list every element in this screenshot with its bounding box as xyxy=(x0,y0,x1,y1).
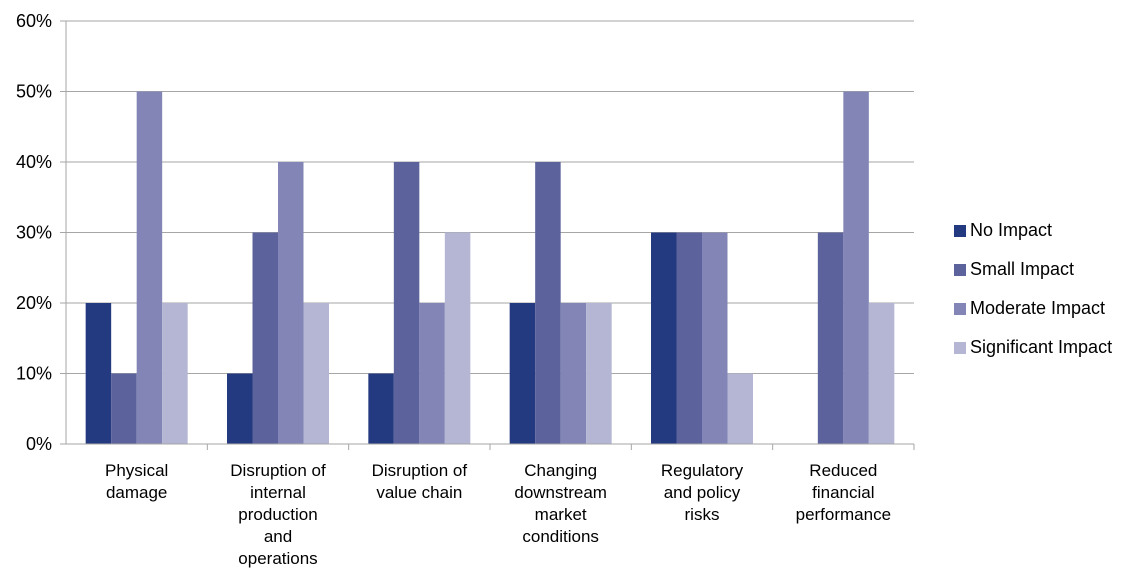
x-category-label: and policy xyxy=(664,483,741,502)
bar xyxy=(817,232,844,444)
x-category-label: internal xyxy=(250,483,306,502)
x-category-label: production xyxy=(238,505,317,524)
legend: No Impact Small Impact Moderate Impact Sign… xyxy=(954,220,1112,357)
x-category-label: Changing xyxy=(524,461,597,480)
x-category-label: Disruption of xyxy=(230,461,326,480)
bar xyxy=(111,373,137,444)
bar xyxy=(727,373,753,444)
bar xyxy=(252,232,278,444)
bar xyxy=(702,232,728,444)
x-category-label: Reduced xyxy=(809,461,877,480)
y-axis-tick-labels: 0% 10% 20% 30% 40% 50% 60% xyxy=(16,11,52,454)
x-category-label: Disruption of xyxy=(372,461,468,480)
legend-label: Moderate Impact xyxy=(970,298,1105,318)
y-tick-label: 0% xyxy=(26,434,52,454)
legend-swatch xyxy=(954,342,966,354)
x-category-label: operations xyxy=(238,549,317,568)
x-category-label: downstream xyxy=(514,483,607,502)
bar xyxy=(676,232,702,444)
axes xyxy=(60,20,915,450)
y-tick-label: 60% xyxy=(16,11,52,31)
bar xyxy=(162,303,188,444)
x-category-label: performance xyxy=(796,505,891,524)
x-category-label: value chain xyxy=(376,483,462,502)
bar xyxy=(278,162,304,444)
bar xyxy=(535,162,561,444)
bar xyxy=(586,303,612,444)
legend-label: Small Impact xyxy=(970,259,1074,279)
legend-swatch xyxy=(954,303,966,315)
x-category-label: damage xyxy=(106,483,167,502)
x-category-label: risks xyxy=(685,505,720,524)
bar xyxy=(136,91,163,444)
y-tick-label: 40% xyxy=(16,152,52,172)
x-category-label: Regulatory xyxy=(661,461,744,480)
bar xyxy=(419,303,445,444)
x-category-label: financial xyxy=(812,483,874,502)
y-tick-label: 50% xyxy=(16,82,52,102)
bar xyxy=(303,303,329,444)
legend-label: No Impact xyxy=(970,220,1052,240)
x-axis-category-labels: Physical damage Disruption of internal produ… xyxy=(105,461,891,568)
x-category-label: conditions xyxy=(522,527,599,546)
bar xyxy=(509,303,536,444)
bar xyxy=(651,232,677,444)
bar xyxy=(393,162,420,444)
bars xyxy=(85,91,895,444)
x-category-label: Physical xyxy=(105,461,168,480)
bar xyxy=(227,373,253,444)
bar xyxy=(85,303,112,444)
legend-swatch xyxy=(954,264,966,276)
x-category-label: and xyxy=(264,527,292,546)
bar xyxy=(868,303,895,444)
legend-swatch xyxy=(954,225,966,237)
legend-label: Significant Impact xyxy=(970,337,1112,357)
bar xyxy=(368,373,394,444)
y-tick-label: 30% xyxy=(16,223,52,243)
bar xyxy=(843,91,869,444)
gridlines xyxy=(66,20,914,374)
y-tick-label: 10% xyxy=(16,364,52,384)
y-tick-label: 20% xyxy=(16,293,52,313)
x-category-label: market xyxy=(535,505,587,524)
bar xyxy=(444,232,471,444)
bar xyxy=(560,303,587,444)
